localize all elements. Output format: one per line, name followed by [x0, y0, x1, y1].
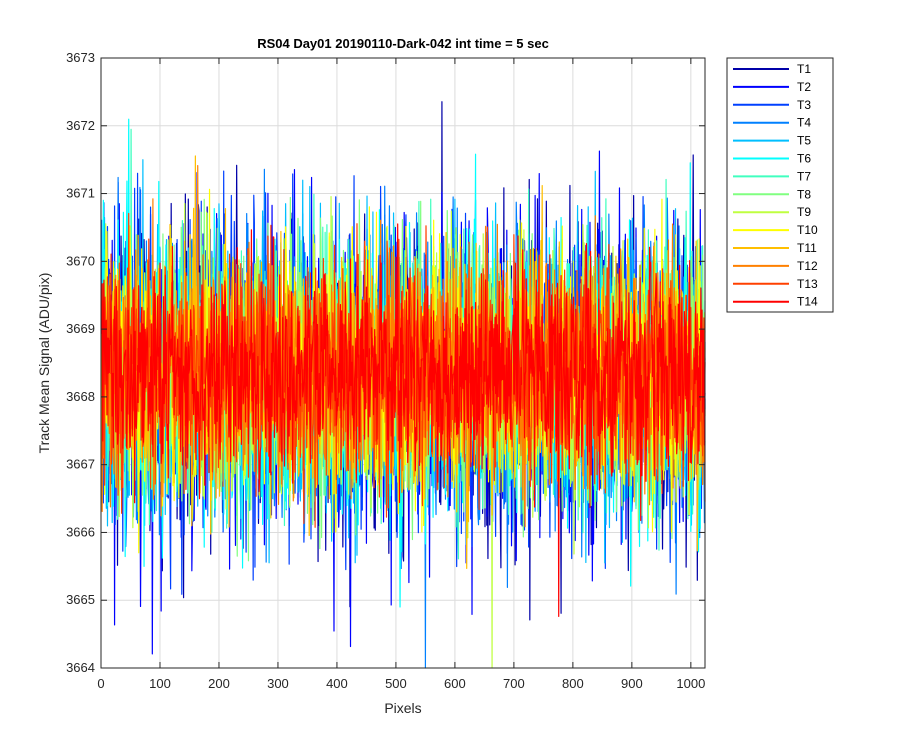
- legend-label-t4: T4: [797, 116, 811, 130]
- legend-label-t8: T8: [797, 187, 811, 201]
- y-axis-title: Track Mean Signal (ADU/pix): [36, 273, 52, 454]
- legend-label-t7: T7: [797, 169, 811, 183]
- legend-label-t3: T3: [797, 98, 811, 112]
- x-tick-label: 700: [503, 676, 525, 691]
- chart-title: RS04 Day01 20190110-Dark-042 int time = …: [257, 36, 549, 51]
- legend-label-t12: T12: [797, 259, 818, 273]
- tick-labels: 0 100 200 300 400 500 600 700 800 900 1000 3664 3665…: [66, 50, 705, 691]
- series-lines: [100, 101, 706, 669]
- legend-label-t6: T6: [797, 152, 811, 166]
- legend-label-t11: T11: [797, 241, 817, 255]
- legend: T1 T2 T3 T4 T5 T6 T7 T8 T9 T10 T11 T12 T13 T14: [726, 57, 834, 313]
- x-tick-label: 1000: [676, 676, 705, 691]
- x-tick-label: 200: [208, 676, 230, 691]
- x-tick-label: 100: [149, 676, 171, 691]
- y-tick-label: 3672: [66, 118, 95, 133]
- legend-items: T1 T2 T3 T4 T5 T6 T7 T8 T9 T10 T11 T12 T13 T14: [733, 62, 818, 309]
- x-tick-label: 300: [267, 676, 289, 691]
- axis-ticks: [100, 57, 705, 669]
- series-line-t14: [100, 223, 706, 617]
- y-tick-label: 3664: [66, 660, 95, 675]
- y-tick-label: 3670: [66, 253, 95, 268]
- y-tick-label: 3665: [66, 592, 95, 607]
- x-axis-title: Pixels: [384, 700, 421, 716]
- plot-frame: [100, 57, 706, 669]
- x-tick-label: 0: [97, 676, 104, 691]
- legend-label-t2: T2: [797, 80, 811, 94]
- y-tick-label: 3668: [66, 389, 95, 404]
- x-tick-label: 800: [562, 676, 584, 691]
- legend-box: [726, 57, 834, 313]
- x-tick-label: 600: [444, 676, 466, 691]
- x-tick-label: 900: [621, 676, 643, 691]
- legend-label-t14: T14: [797, 295, 818, 309]
- legend-label-t1: T1: [797, 62, 811, 76]
- legend-label-t9: T9: [797, 205, 811, 219]
- y-tick-label: 3666: [66, 524, 95, 539]
- y-tick-label: 3667: [66, 457, 95, 472]
- legend-label-t10: T10: [797, 223, 818, 237]
- y-tick-label: 3671: [66, 186, 95, 201]
- y-tick-label: 3669: [66, 321, 95, 336]
- x-tick-label: 500: [385, 676, 407, 691]
- x-tick-label: 400: [326, 676, 348, 691]
- legend-label-t5: T5: [797, 134, 811, 148]
- legend-label-t13: T13: [797, 277, 818, 291]
- y-tick-label: 3673: [66, 50, 95, 65]
